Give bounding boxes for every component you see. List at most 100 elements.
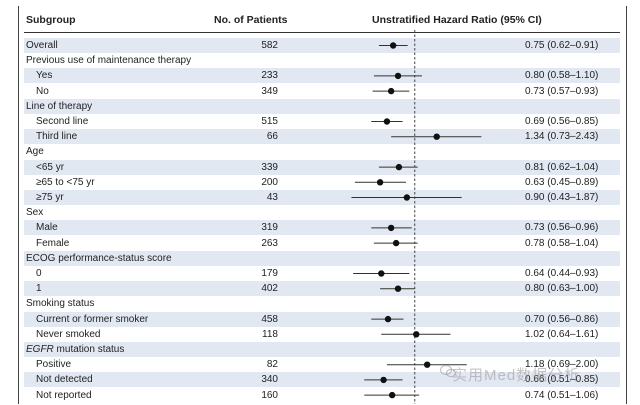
subgroup-label: Positive (36, 359, 72, 371)
hazard-ratio-point (387, 87, 395, 95)
group-label: EGFR mutation status (26, 344, 125, 355)
hazard-ratio-point (384, 315, 392, 323)
table-row: Not reported 160 0.74 (0.51–1.06) (24, 388, 620, 403)
watermark-icon (440, 364, 456, 378)
patient-count: 118 (262, 328, 278, 340)
subgroup-label: ≥65 to <75 yr (36, 176, 95, 188)
hazard-ratio-point (380, 376, 387, 384)
patient-count: 582 (261, 40, 278, 51)
patient-count: 66 (266, 131, 278, 143)
patient-count: 233 (261, 70, 278, 82)
subgroup-label: No (36, 85, 49, 97)
hazard-ratio-value: 0.80 (0.58–1.10) (525, 70, 599, 82)
subgroup-header: Subgroup (26, 14, 76, 26)
group-header-row: Sex (24, 205, 620, 220)
group-header-row: Smoking status (24, 296, 620, 311)
table-row: ≥75 yr 43 0.90 (0.43–1.87) (24, 190, 620, 205)
hazard-ratio-value: 0.63 (0.45–0.89) (525, 176, 599, 188)
patient-count: 319 (261, 222, 278, 234)
subgroup-label: Current or former smoker (36, 313, 149, 325)
table-row: Overall 582 0.75 (0.62–0.91) (24, 38, 620, 53)
hazard-ratio-point (392, 239, 400, 247)
hazard-ratio-value: 0.66 (0.51–0.85) (525, 374, 599, 386)
table-row: Current or former smoker 458 0.70 (0.56–0.… (24, 311, 620, 327)
hazard-ratio-value: 0.78 (0.58–1.04) (525, 237, 599, 249)
header-rule (24, 32, 620, 33)
subgroup-label: ≥75 yr (36, 192, 64, 203)
table-row: No 349 0.73 (0.57–0.93) (24, 84, 620, 99)
patient-count: 160 (261, 389, 278, 401)
hazard-ratio-value: 0.80 (0.63–1.00) (525, 283, 599, 295)
hazard-ratio-value: 0.69 (0.56–0.85) (525, 116, 599, 127)
subgroup-label: Yes (36, 70, 53, 82)
patient-count: 402 (261, 283, 278, 295)
patient-count: 458 (261, 313, 278, 325)
hazard-ratio-point (378, 270, 385, 277)
hazard-ratio-value: 0.70 (0.56–0.86) (525, 313, 599, 325)
patient-count: 515 (261, 116, 278, 127)
group-label: Age (26, 146, 44, 158)
table-row: Third line 66 1.34 (0.73–2.43) (24, 129, 620, 145)
subgroup-label: Overall (26, 40, 58, 51)
subgroup-label: 1 (36, 283, 42, 295)
hazard-ratio-point (395, 163, 403, 171)
subgroup-label: <65 yr (36, 161, 65, 173)
watermark-text: 实用Med数据分析 (452, 367, 581, 384)
table-row: <65 yr 339 0.81 (0.62–1.04) (24, 159, 620, 175)
subgroup-label: 0 (36, 268, 42, 279)
group-label: Line of therapy (26, 100, 93, 112)
hazard-ratio-value: 0.75 (0.62–0.91) (525, 40, 599, 51)
table-row: Male 319 0.73 (0.56–0.96) (24, 220, 620, 236)
table-row: 0 179 0.64 (0.44–0.93) (24, 266, 620, 281)
patient-count: 263 (261, 237, 278, 249)
hazard-ratio-point (433, 133, 440, 140)
hazard-ratio-point (376, 179, 384, 186)
patient-count: 339 (261, 161, 278, 173)
hazard-ratio-value: 1.34 (0.73–2.43) (525, 131, 599, 143)
hazard-ratio-value: 0.73 (0.56–0.96) (525, 222, 599, 234)
table-row: Female 263 0.78 (0.58–1.04) (24, 236, 620, 251)
table-row: ≥65 to <75 yr 200 0.63 (0.45–0.89) (24, 175, 620, 190)
patient-count: 340 (261, 374, 278, 386)
patients-header: No. of Patients (214, 14, 288, 26)
group-label: ECOG performance-status score (26, 252, 172, 264)
patient-count: 43 (266, 192, 278, 203)
subgroup-label: Not reported (36, 389, 92, 401)
table-row: 1 402 0.80 (0.63–1.00) (24, 281, 620, 297)
table-row: Never smoked 118 1.02 (0.64–1.61) (24, 327, 620, 342)
hazard-ratio-point (383, 118, 391, 125)
group-header-row: Line of therapy (24, 98, 620, 114)
subgroup-label: Never smoked (36, 328, 101, 340)
table-row: Positive 82 1.18 (0.69–2.00) (24, 357, 620, 372)
hazard-ratio-point (413, 331, 420, 338)
table-row: Yes 233 0.80 (0.58–1.10) (24, 68, 620, 84)
hazard-ratio-point (394, 285, 402, 292)
table-frame (18, 6, 627, 404)
table-row: Second line 515 0.69 (0.56–0.85) (24, 114, 620, 129)
patient-count: 200 (261, 176, 278, 188)
subgroup-label: Female (36, 237, 70, 249)
hazard-ratio-point (403, 194, 411, 201)
egfr-italic: EGFR (26, 344, 54, 355)
table-row: Not detected 340 0.66 (0.51–0.85) (24, 372, 620, 388)
subgroup-label: Second line (36, 116, 89, 127)
subgroup-label: Not detected (36, 374, 93, 386)
hazard-ratio-value: 1.02 (0.64–1.61) (525, 328, 599, 340)
hazard-ratio-value: 0.73 (0.57–0.93) (525, 85, 599, 97)
hazard-ratio-point (387, 224, 395, 232)
group-label: Smoking status (26, 298, 95, 310)
patient-count: 349 (261, 85, 278, 97)
group-label: Sex (26, 207, 44, 219)
hazard-ratio-point (389, 42, 397, 49)
group-label: Previous use of maintenance therapy (26, 55, 192, 67)
patient-count: 179 (261, 268, 278, 279)
group-header-row: Age (24, 144, 620, 159)
hazard-ratio-value: 0.90 (0.43–1.87) (525, 192, 599, 203)
hazard-ratio-value: 0.74 (0.51–1.06) (525, 389, 599, 401)
group-header-row: ECOG performance-status score (24, 250, 620, 266)
hazard-ratio-header: Unstratified Hazard Ratio (95% CI) (372, 14, 542, 26)
hazard-ratio-point (394, 72, 402, 80)
hazard-ratio-point (388, 391, 396, 399)
subgroup-label: Third line (36, 131, 78, 143)
